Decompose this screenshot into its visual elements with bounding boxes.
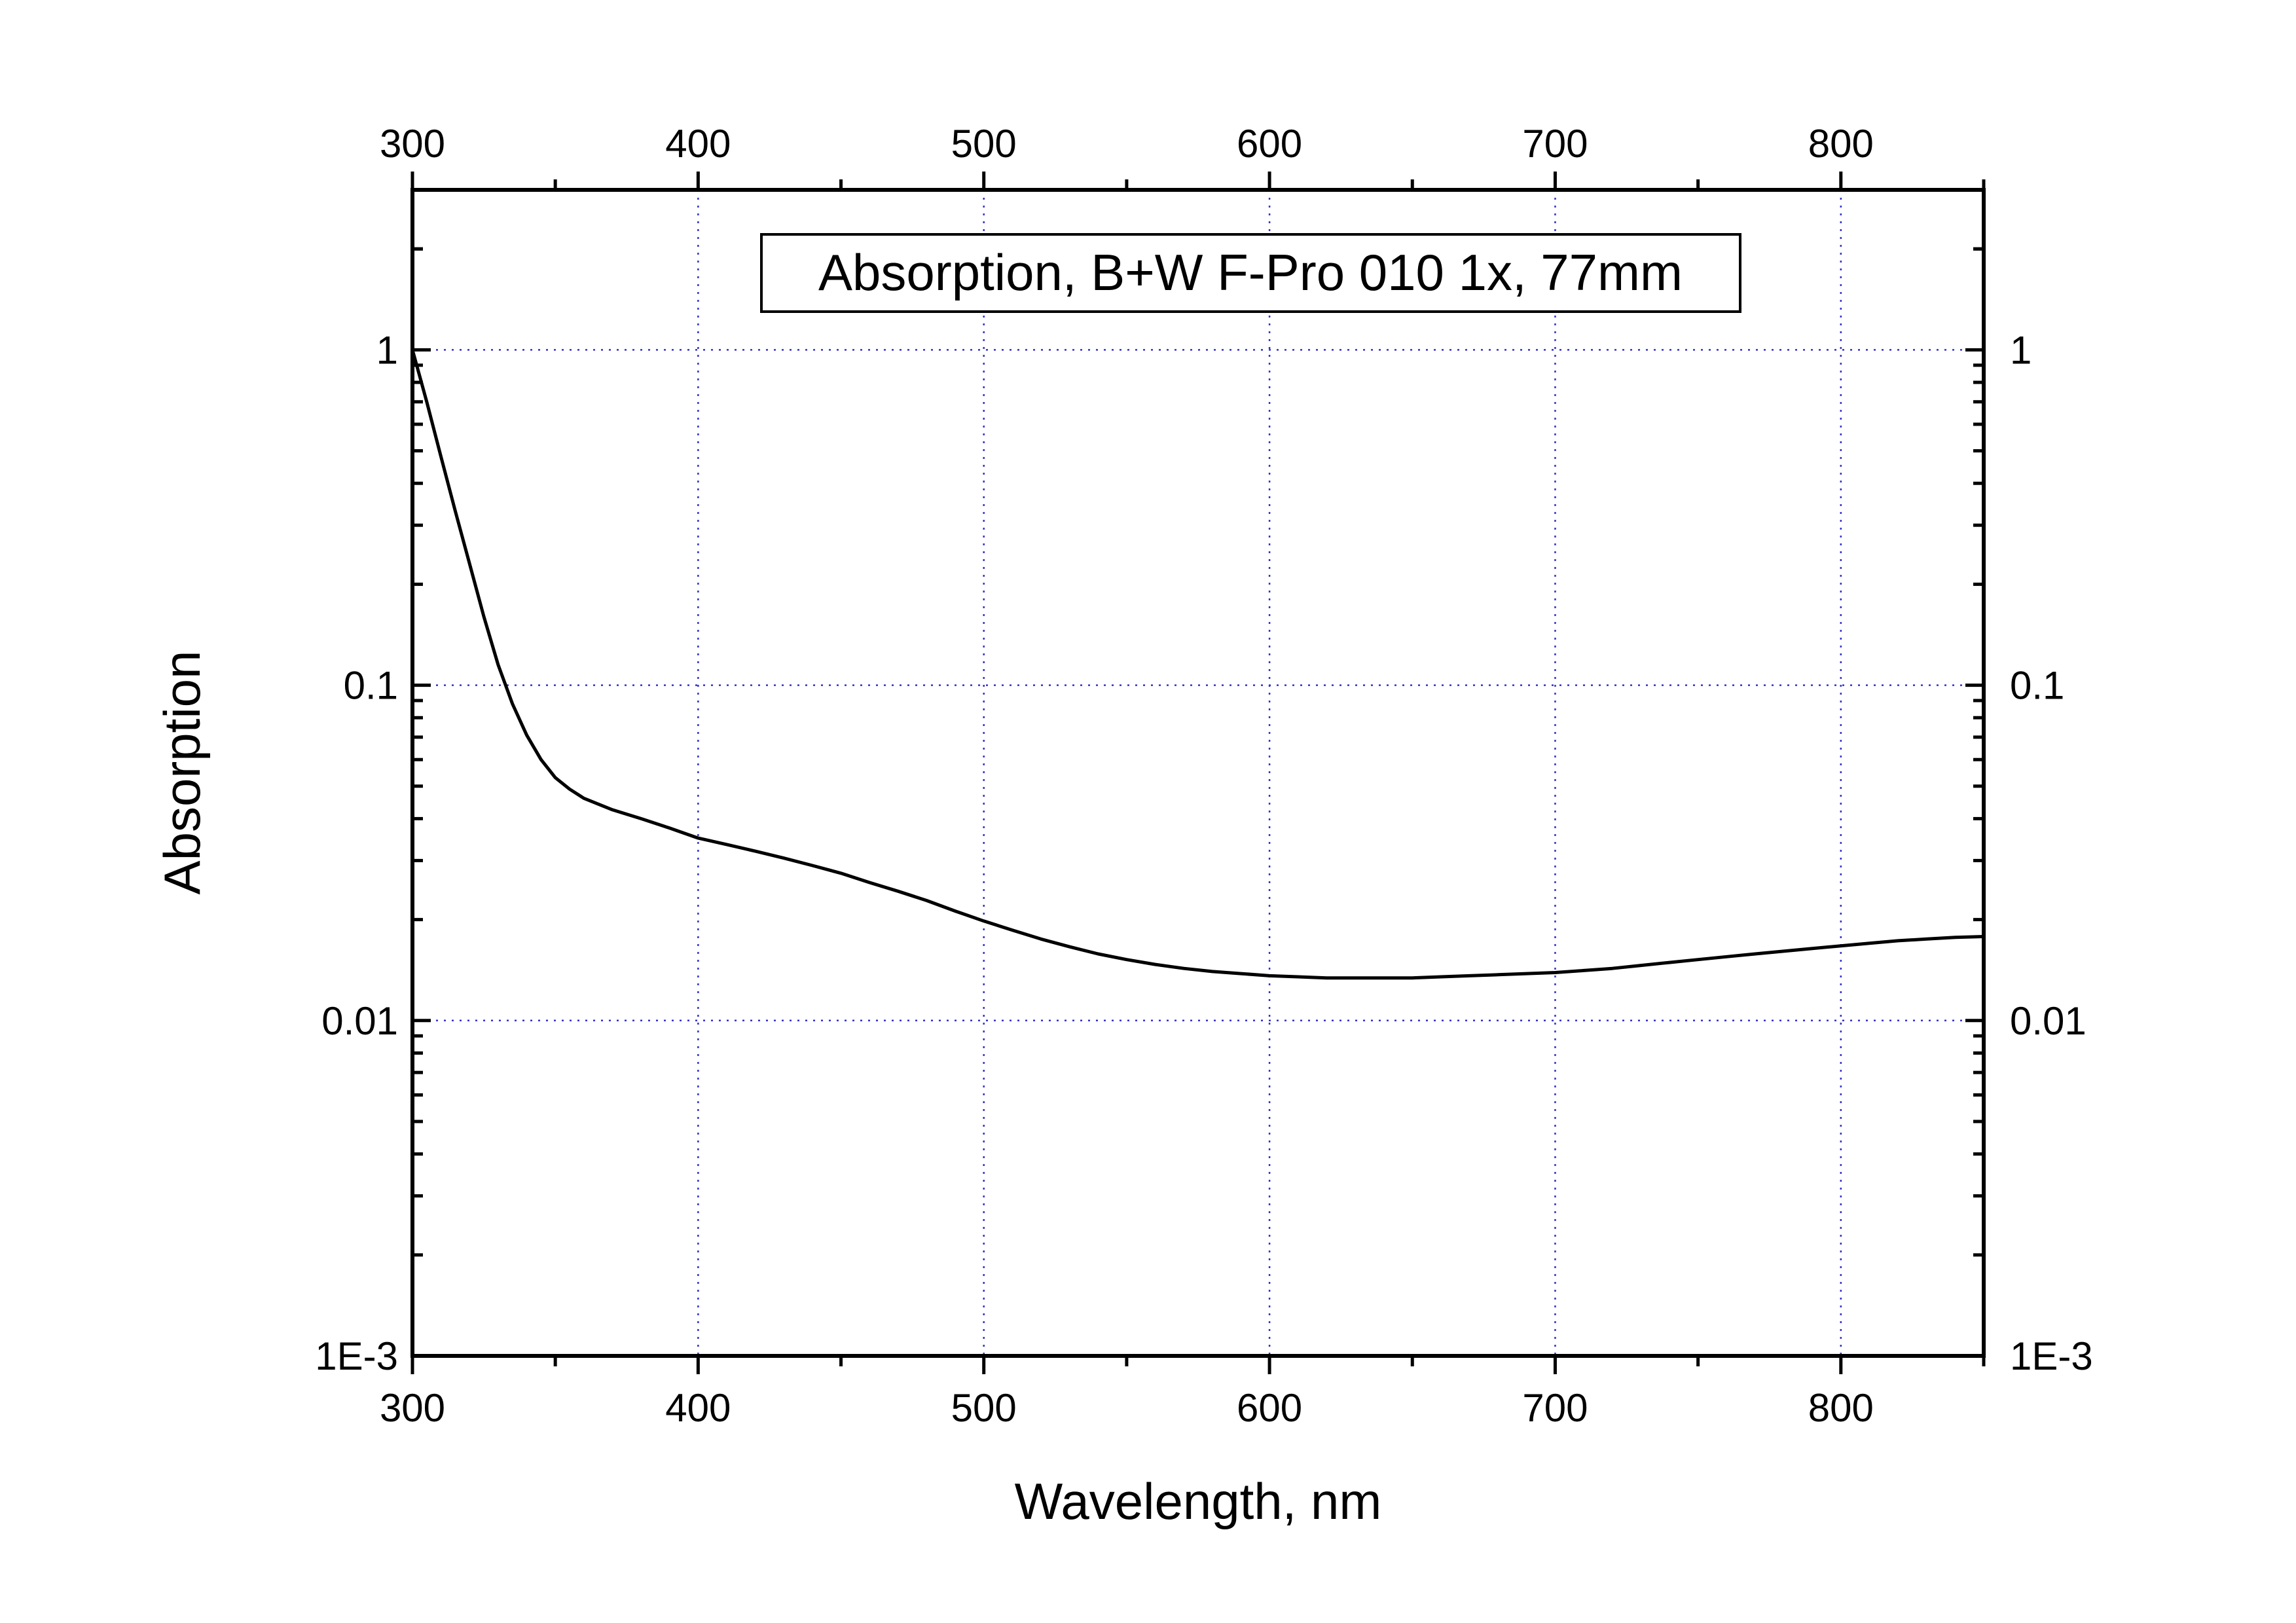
y-tick-label-left: 0.01 — [321, 999, 398, 1043]
x-tick-label-top: 500 — [951, 122, 1017, 166]
grid-lines — [412, 190, 1984, 1356]
y-axis-title: Absorption — [153, 651, 211, 895]
y-tick-label-right: 1E-3 — [2010, 1334, 2093, 1378]
y-tick-label-right: 0.01 — [2010, 999, 2086, 1043]
y-tick-label-left: 1 — [376, 328, 398, 372]
series-line-absorption — [410, 348, 1986, 980]
tick-labels: 300 300 400 400 500 500 600 600 700 700 800 800 1E-3… — [315, 122, 2093, 1430]
series-layer — [410, 348, 1986, 980]
x-tick-label-bottom: 700 — [1522, 1386, 1588, 1430]
x-axis-title: Wavelength, nm — [1015, 1472, 1382, 1530]
x-tick-label-top: 700 — [1522, 122, 1588, 166]
legend-text: Absorption, B+W F-Pro 010 1x, 77mm — [818, 244, 1683, 301]
legend-box: Absorption, B+W F-Pro 010 1x, 77mm — [760, 233, 1741, 313]
y-tick-label-right: 1 — [2010, 328, 2032, 372]
x-tick-label-top: 300 — [380, 122, 445, 166]
y-tick-label-right: 0.1 — [2010, 664, 2064, 708]
y-tick-label-left: 0.1 — [344, 664, 398, 708]
y-tick-label-left: 1E-3 — [315, 1334, 398, 1378]
x-tick-label-bottom: 400 — [665, 1386, 731, 1430]
x-tick-label-top: 600 — [1237, 122, 1302, 166]
x-tick-label-bottom: 500 — [951, 1386, 1017, 1430]
x-tick-label-top: 400 — [665, 122, 731, 166]
x-tick-label-bottom: 300 — [380, 1386, 445, 1430]
legend-frame — [760, 233, 1741, 313]
x-tick-label-bottom: 800 — [1808, 1386, 1874, 1430]
x-tick-label-top: 800 — [1808, 122, 1874, 166]
x-tick-label-bottom: 600 — [1237, 1386, 1302, 1430]
plot-frame — [410, 188, 1986, 1358]
